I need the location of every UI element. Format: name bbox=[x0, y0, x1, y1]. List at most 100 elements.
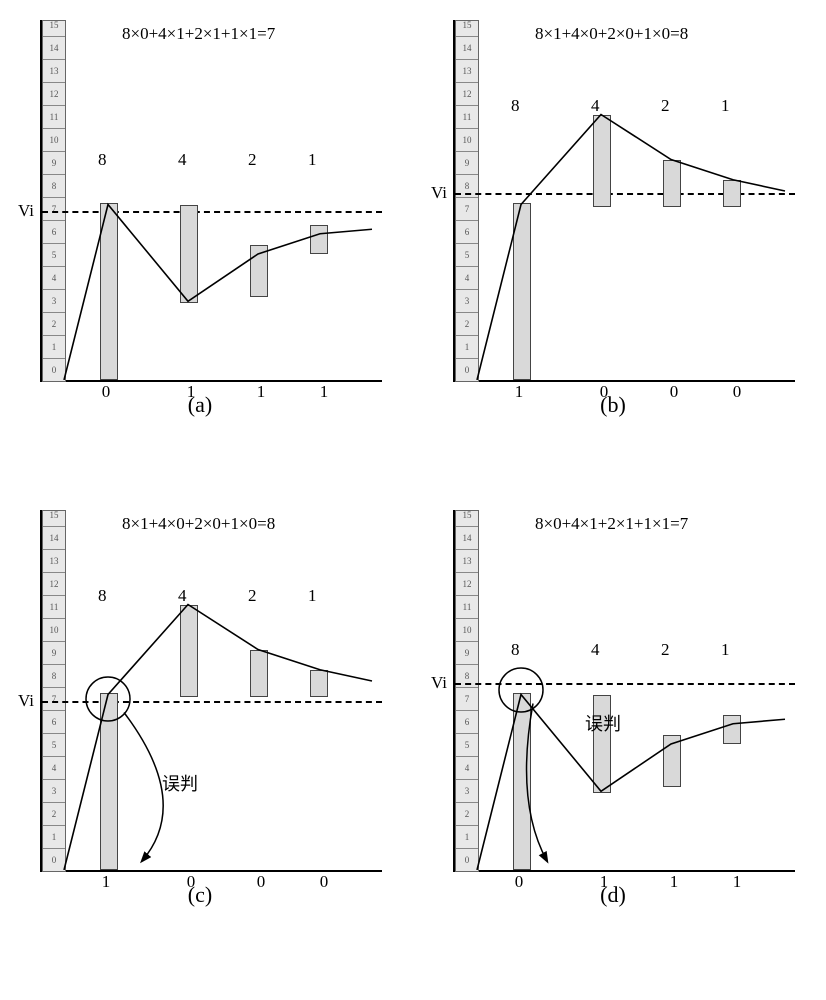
weight-label: 2 bbox=[248, 586, 257, 606]
scale-tick: 0 bbox=[43, 358, 65, 381]
scale-tick: 15 bbox=[43, 504, 65, 526]
vi-label: Vi bbox=[431, 183, 447, 203]
scale-tick: 7 bbox=[456, 197, 478, 220]
scale-tick: 1 bbox=[43, 825, 65, 848]
x-tick: 0 bbox=[727, 382, 747, 402]
scale-tick: 3 bbox=[456, 289, 478, 312]
scale-tick: 8 bbox=[43, 664, 65, 687]
x-tick: 1 bbox=[251, 382, 271, 402]
scale-tick: 15 bbox=[456, 504, 478, 526]
scale-tick: 5 bbox=[43, 243, 65, 266]
scale-tick: 12 bbox=[456, 82, 478, 105]
step-bar bbox=[310, 225, 328, 254]
equation-text: 8×0+4×1+2×1+1×1=7 bbox=[122, 24, 275, 44]
scale-tick: 7 bbox=[43, 197, 65, 220]
line-overlay bbox=[42, 20, 382, 380]
step-bar bbox=[250, 245, 268, 297]
y-scale: 0123456789101112131415 bbox=[455, 510, 479, 872]
x-tick: 1 bbox=[314, 382, 334, 402]
scale-tick: 9 bbox=[456, 151, 478, 174]
vi-label: Vi bbox=[18, 201, 34, 221]
scale-tick: 13 bbox=[43, 59, 65, 82]
weight-label: 2 bbox=[248, 150, 257, 170]
equation-text: 8×0+4×1+2×1+1×1=7 bbox=[535, 514, 688, 534]
x-tick: 1 bbox=[727, 872, 747, 892]
panel-a: 8×0+4×1+2×1+1×1=70123456789101112131415V… bbox=[20, 20, 380, 480]
weight-label: 1 bbox=[308, 150, 317, 170]
misjudge-label: 误判 bbox=[585, 710, 621, 736]
x-tick: 0 bbox=[509, 872, 529, 892]
x-tick: 0 bbox=[314, 872, 334, 892]
weight-label: 2 bbox=[661, 96, 670, 116]
weight-label: 1 bbox=[308, 586, 317, 606]
scale-tick: 4 bbox=[456, 266, 478, 289]
panel-b: 8×1+4×0+2×0+1×0=80123456789101112131415V… bbox=[433, 20, 793, 480]
x-tick: 0 bbox=[96, 382, 116, 402]
weight-label: 1 bbox=[721, 96, 730, 116]
step-bar bbox=[723, 715, 741, 744]
scale-tick: 6 bbox=[43, 220, 65, 243]
x-tick: 0 bbox=[664, 382, 684, 402]
scale-tick: 6 bbox=[456, 220, 478, 243]
panel-c: 8×1+4×0+2×0+1×0=80123456789101112131415V… bbox=[20, 510, 380, 970]
scale-tick: 11 bbox=[456, 595, 478, 618]
primary-bar bbox=[100, 203, 118, 381]
primary-bar bbox=[513, 693, 531, 871]
step-bar bbox=[723, 180, 741, 207]
y-scale: 0123456789101112131415 bbox=[42, 510, 66, 872]
weight-label: 8 bbox=[511, 640, 520, 660]
scale-tick: 13 bbox=[456, 59, 478, 82]
weight-label: 2 bbox=[661, 640, 670, 660]
line-overlay bbox=[42, 510, 382, 870]
scale-tick: 8 bbox=[43, 174, 65, 197]
step-bar bbox=[593, 115, 611, 207]
scale-tick: 15 bbox=[456, 14, 478, 36]
misjudge-label: 误判 bbox=[162, 770, 198, 796]
scale-tick: 14 bbox=[456, 36, 478, 59]
step-bar bbox=[310, 670, 328, 697]
line-overlay bbox=[455, 20, 795, 380]
scale-tick: 11 bbox=[456, 105, 478, 128]
equation-text: 8×1+4×0+2×0+1×0=8 bbox=[535, 24, 688, 44]
panel-d: 8×0+4×1+2×1+1×1=70123456789101112131415V… bbox=[433, 510, 793, 970]
chart-area: 8×0+4×1+2×1+1×1=70123456789101112131415V… bbox=[453, 510, 795, 872]
scale-tick: 12 bbox=[456, 572, 478, 595]
scale-tick: 13 bbox=[43, 549, 65, 572]
scale-tick: 12 bbox=[43, 572, 65, 595]
primary-bar bbox=[513, 203, 531, 381]
weight-label: 4 bbox=[591, 96, 600, 116]
scale-tick: 0 bbox=[43, 848, 65, 871]
weight-label: 8 bbox=[98, 150, 107, 170]
scale-tick: 7 bbox=[43, 687, 65, 710]
scale-tick: 13 bbox=[456, 549, 478, 572]
scale-tick: 0 bbox=[456, 848, 478, 871]
scale-tick: 9 bbox=[43, 151, 65, 174]
scale-tick: 12 bbox=[43, 82, 65, 105]
scale-tick: 4 bbox=[43, 266, 65, 289]
vi-threshold-line bbox=[455, 193, 795, 195]
x-tick: 1 bbox=[181, 382, 201, 402]
weight-label: 8 bbox=[511, 96, 520, 116]
x-tick: 1 bbox=[96, 872, 116, 892]
scale-tick: 9 bbox=[43, 641, 65, 664]
scale-tick: 2 bbox=[456, 312, 478, 335]
scale-tick: 0 bbox=[456, 358, 478, 381]
weight-label: 4 bbox=[178, 150, 187, 170]
primary-bar bbox=[100, 693, 118, 871]
weight-label: 8 bbox=[98, 586, 107, 606]
vi-threshold-line bbox=[42, 701, 382, 703]
scale-tick: 3 bbox=[43, 779, 65, 802]
scale-tick: 1 bbox=[456, 335, 478, 358]
figure-grid: 8×0+4×1+2×1+1×1=70123456789101112131415V… bbox=[20, 20, 806, 970]
scale-tick: 14 bbox=[43, 526, 65, 549]
scale-tick: 11 bbox=[43, 105, 65, 128]
x-tick: 0 bbox=[594, 382, 614, 402]
step-bar bbox=[180, 605, 198, 697]
scale-tick: 15 bbox=[43, 14, 65, 36]
vi-threshold-line bbox=[42, 211, 382, 213]
weight-label: 1 bbox=[721, 640, 730, 660]
vi-label: Vi bbox=[18, 691, 34, 711]
scale-tick: 10 bbox=[456, 618, 478, 641]
scale-tick: 4 bbox=[43, 756, 65, 779]
x-tick: 1 bbox=[594, 872, 614, 892]
